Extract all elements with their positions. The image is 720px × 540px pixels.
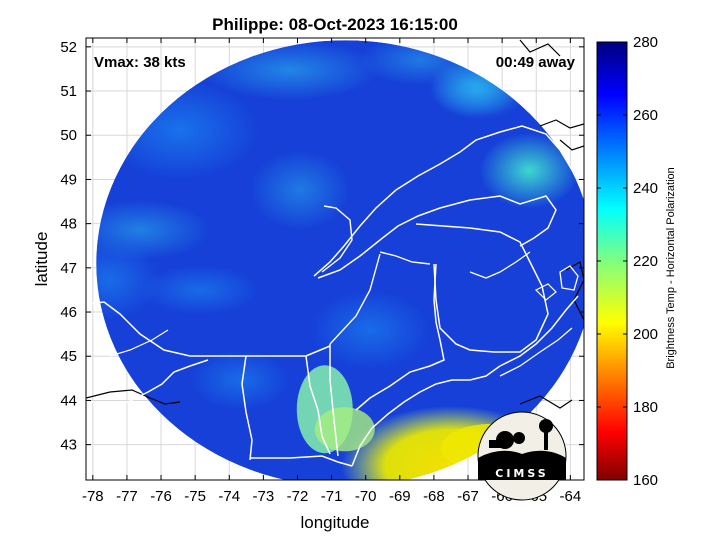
massachusetts-border bbox=[250, 455, 353, 467]
y-tick-label: 50 bbox=[60, 127, 77, 144]
coast-outline-north bbox=[519, 39, 561, 57]
lake-ontario-north bbox=[86, 301, 208, 357]
x-tick-label: -76 bbox=[150, 488, 172, 505]
new-brunswick-border bbox=[415, 223, 549, 353]
y-tick-label: 46 bbox=[60, 304, 77, 321]
coast-outline-labrador bbox=[539, 119, 584, 129]
nh-maine-border bbox=[329, 344, 339, 457]
y-tick-label: 43 bbox=[60, 437, 77, 454]
colorbar-tick-label: 200 bbox=[633, 326, 658, 343]
cimss-logo: CIMSS bbox=[477, 411, 567, 501]
colorbar-tick-label: 260 bbox=[633, 107, 658, 124]
brightness-patch bbox=[250, 150, 350, 230]
brightness-patch bbox=[310, 290, 430, 370]
saguenay-fjord bbox=[321, 205, 353, 273]
x-tick-label: -64 bbox=[560, 488, 582, 505]
canada-us-border bbox=[208, 345, 331, 357]
maine-border bbox=[355, 263, 445, 411]
maine-coast bbox=[351, 365, 501, 467]
quebec-maine-border bbox=[379, 251, 431, 265]
cape-breton bbox=[559, 265, 579, 291]
x-tick-label: -78 bbox=[82, 488, 104, 505]
colorbar-tick-label: 160 bbox=[633, 472, 658, 489]
x-tick-label: -74 bbox=[218, 488, 240, 505]
fundy-coast bbox=[499, 295, 579, 367]
colorbar-tick-label: 280 bbox=[633, 34, 658, 51]
vmax-annotation: Vmax: 38 kts bbox=[94, 54, 186, 71]
water-tower-icon bbox=[544, 428, 548, 450]
x-tick-label: -67 bbox=[457, 488, 479, 505]
plot-frame bbox=[85, 37, 585, 481]
coast-outline-west bbox=[86, 389, 181, 405]
y-tick-label: 49 bbox=[60, 171, 77, 188]
y-tick-label: 44 bbox=[60, 392, 77, 409]
quebec-nh-border bbox=[329, 253, 381, 345]
chaleur-bay bbox=[469, 251, 531, 279]
region-near-shore-water bbox=[314, 407, 375, 452]
x-tick-label: -75 bbox=[184, 488, 206, 505]
y-axis-label: latitude bbox=[32, 232, 51, 287]
colorbar: 160 180 200 220 240 260 280 Brightness Temp - … bbox=[596, 34, 677, 489]
colorbar-label: Brightness Temp - Horizontal Polarizatio… bbox=[665, 167, 677, 369]
region-Gulf-of-St.-Lawrence bbox=[479, 132, 580, 209]
time-away-annotation: 00:49 away bbox=[496, 54, 576, 71]
brightness-patch bbox=[190, 350, 290, 410]
x-tick-label: -72 bbox=[287, 488, 309, 505]
x-axis-label: longitude bbox=[300, 513, 369, 532]
y-tick-label: 45 bbox=[60, 348, 77, 365]
x-tick-label: -68 bbox=[423, 488, 445, 505]
x-tick-label: -73 bbox=[253, 488, 275, 505]
vermont-nh-border bbox=[305, 355, 331, 455]
coastlines bbox=[86, 39, 584, 467]
x-tick-label: -77 bbox=[116, 488, 138, 505]
y-tick-label: 51 bbox=[60, 83, 77, 100]
brightness-patch bbox=[200, 40, 380, 100]
coast-outline-southeast bbox=[519, 395, 573, 409]
x-axis: -78 -77 -76 -75 -74 -73 -72 -71 -70 -69 -68 -67 -66-… bbox=[82, 38, 581, 505]
vermont-ny-border bbox=[241, 355, 253, 461]
st-lawrence-south-shore bbox=[317, 195, 557, 279]
coast-outline-east bbox=[559, 139, 584, 151]
x-tick-label: -71 bbox=[321, 488, 343, 505]
pei-island bbox=[534, 283, 557, 301]
brightness-patch bbox=[96, 240, 160, 320]
nova-scotia-coast bbox=[499, 327, 573, 377]
lake-ontario-south bbox=[86, 359, 209, 407]
st-lawrence-north-shore bbox=[313, 125, 573, 277]
y-axis: 43 44 45 46 47 48 49 50 51 52 bbox=[60, 39, 584, 454]
coast-outline-nova-scotia bbox=[565, 261, 584, 321]
colorbar-tick-label: 180 bbox=[633, 399, 658, 416]
brightness-patch bbox=[140, 265, 260, 315]
ottawa-river bbox=[109, 329, 169, 357]
y-tick-label: 52 bbox=[60, 39, 77, 56]
brightness-patch bbox=[100, 80, 260, 180]
x-tick-label: -69 bbox=[389, 488, 411, 505]
colorbar-tick-label: 220 bbox=[633, 253, 658, 270]
cimss-logo-text: CIMSS bbox=[495, 467, 548, 480]
x-tick-label: -70 bbox=[355, 488, 377, 505]
colorbar-gradient bbox=[596, 41, 628, 481]
y-tick-label: 48 bbox=[60, 216, 77, 233]
colorbar-tick-label: 240 bbox=[633, 180, 658, 197]
y-tick-label: 47 bbox=[60, 260, 77, 277]
chart-title: Philippe: 08-Oct-2023 16:15:00 bbox=[212, 15, 458, 34]
